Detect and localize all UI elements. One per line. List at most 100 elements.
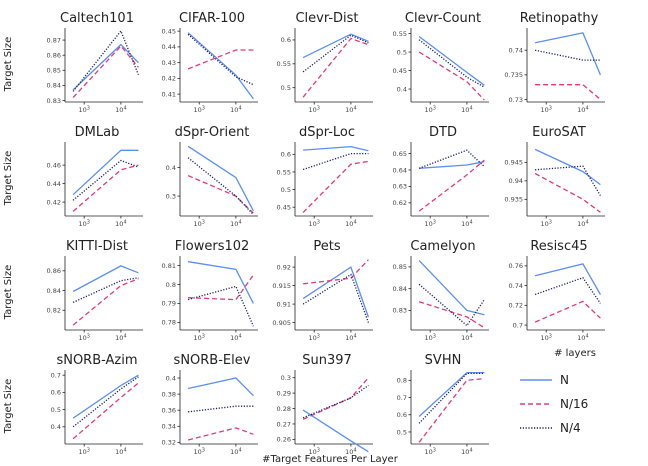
x-tick-label: 104 [230, 220, 241, 229]
panel-sun397: Sun397 0.26 0.27 0.28 0.29 0.3 103 104 [277, 353, 373, 456]
series-line-N [72, 43, 139, 91]
y-tick-label: 0.7 [397, 394, 407, 402]
panel-title: Resisc45 [530, 239, 587, 254]
y-tick-label: 0.92 [277, 263, 291, 271]
x-tick-label: 103 [193, 334, 204, 343]
x-tick-label: 104 [345, 106, 356, 115]
x-tick-label: 103 [424, 220, 435, 229]
panel-title: Retinopathy [520, 11, 599, 26]
panel-snorb-azim: sNORB-Azim 0.4 0.5 0.6 0.7 103 104 [51, 353, 143, 456]
series-line-N-4 [418, 283, 485, 327]
panel-title: DTD [429, 125, 457, 140]
series-line-N-16 [187, 49, 254, 70]
y-tick-label: 0.32 [162, 439, 176, 447]
series-line-N [418, 35, 485, 86]
y-tick-label: 0.45 [162, 27, 176, 35]
legend-label-N: N [560, 373, 569, 387]
y-tick-label: 0.5 [281, 186, 291, 194]
panel-title: EuroSAT [532, 125, 586, 140]
x-tick-label: 104 [115, 106, 126, 115]
series-line-N [419, 161, 485, 169]
y-tick-label: 0.86 [47, 51, 61, 59]
series-line-N [72, 374, 139, 419]
series-line-N-16 [72, 45, 139, 98]
y-tick-label: 0.86 [47, 267, 61, 275]
y-tick-label: 0.74 [509, 282, 523, 290]
y-tick-label: 0.63 [393, 183, 407, 191]
series-line-N-4 [302, 273, 370, 323]
series-line-N-16 [72, 164, 139, 212]
y-tick-label: 0.73 [509, 96, 523, 104]
series-line-N-4 [72, 277, 139, 303]
x-tick-label: 104 [461, 448, 472, 457]
y-tick-label: 0.8 [397, 377, 407, 385]
y-tick-label: 0.42 [47, 198, 61, 206]
panel-eurosat: EuroSAT 0.935 0.94 0.945 103 104 [504, 125, 605, 228]
y-tick-label: 0.74 [509, 47, 523, 55]
y-tick-label: 0.7 [513, 321, 523, 329]
y-tick-label: 0.62 [393, 199, 407, 207]
panel-dtd: DTD 0.62 0.63 0.64 0.65 103 104 [393, 125, 489, 228]
series-line-N [534, 148, 601, 186]
y-tick-label: 0.42 [162, 75, 176, 83]
panel-title: sNORB-Azim [56, 353, 137, 368]
y-tick-label: 0.3 [281, 374, 291, 382]
series-line-N-16 [418, 301, 485, 329]
y-tick-label: 0.55 [393, 30, 407, 38]
x-tick-label: 103 [540, 220, 551, 229]
x-tick-label: 104 [345, 334, 356, 343]
series-line-N [72, 265, 139, 293]
y-tick-label: 0.38 [162, 390, 176, 398]
series-line-N-16 [534, 172, 601, 213]
x-tick-label: 103 [540, 106, 551, 115]
x-tick-label: 103 [78, 106, 89, 115]
y-tick-label: 0.4 [51, 423, 61, 431]
panel-cifar-100: CIFAR-100 0.41 0.42 0.43 0.44 0.45 103 104 [162, 11, 258, 114]
panel-title: Flowers102 [175, 239, 250, 254]
x-tick-label: 104 [230, 106, 241, 115]
series-line-N-4 [302, 34, 369, 73]
panel-retinopathy: Retinopathy 0.73 0.735 0.74 103 104 [504, 11, 605, 114]
x-tick-label: 104 [461, 334, 472, 343]
x-tick-label: 104 [461, 220, 472, 229]
y-tick-label: 0.28 [277, 405, 291, 413]
y-tick-label: 0.6 [397, 411, 407, 419]
y-tick-label: 0.87 [47, 36, 61, 44]
panel-title: sNORB-Elev [174, 353, 251, 368]
series-line-N [534, 32, 602, 76]
y-tick-label: 0.34 [162, 423, 176, 431]
y-tick-label: 0.55 [277, 60, 291, 68]
panel-title: SVHN [425, 353, 462, 368]
series-line-N-16 [188, 274, 254, 301]
panel-pets: Pets 0.905 0.91 0.915 0.92 103 104 [272, 239, 373, 342]
y-tick-label: 0.29 [277, 389, 291, 397]
panel-kitti-dist: KITTI-Dist 0.82 0.84 0.86 103 104 [47, 239, 143, 342]
panel-title: Camelyon [410, 239, 475, 254]
x-tick-label: 104 [577, 220, 588, 229]
y-tick-label: 0.3 [166, 192, 176, 200]
x-tick-label: 103 [193, 106, 204, 115]
panel-svhn: SVHN 0.5 0.6 0.7 0.8 103 104 [397, 353, 489, 456]
panel-title: Clevr-Count [405, 11, 481, 26]
series-line-N-16 [187, 175, 254, 214]
series-line-N [302, 266, 370, 318]
y-tick-label: 0.6 [281, 36, 291, 44]
panel-resisc45: Resisc45 0.7 0.72 0.74 0.76 103 104 [509, 239, 605, 342]
y-tick-label: 0.44 [47, 180, 61, 188]
panel-title: dSpr-Loc [299, 125, 355, 140]
x-tick-label: 104 [345, 448, 356, 457]
series-line-N-16 [302, 37, 369, 98]
series-line-N [418, 371, 485, 417]
x-tick-label: 103 [424, 106, 435, 115]
y-tick-label: 0.81 [162, 262, 176, 270]
legend-title: # layers [554, 348, 596, 359]
x-tick-label: 103 [424, 334, 435, 343]
panel-title: KITTI-Dist [66, 239, 128, 254]
series-line-N [72, 149, 139, 196]
x-tick-label: 103 [78, 448, 89, 457]
panel-clevr-dist: Clevr-Dist 0.5 0.55 0.6 103 104 [277, 11, 373, 114]
y-tick-label: 0.83 [393, 307, 407, 315]
y-tick-label: 0.935 [504, 196, 523, 204]
series-line-N [302, 409, 369, 453]
y-tick-label: 0.7 [51, 371, 61, 379]
